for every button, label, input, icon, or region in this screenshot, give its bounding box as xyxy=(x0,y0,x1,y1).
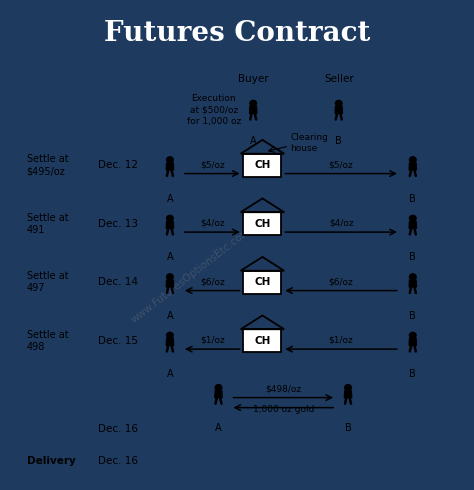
Circle shape xyxy=(215,385,222,391)
Polygon shape xyxy=(166,339,173,345)
Polygon shape xyxy=(345,391,352,398)
Text: Dec. 16: Dec. 16 xyxy=(98,423,138,434)
Text: www.FuturesOptionsEtc.com: www.FuturesOptionsEtc.com xyxy=(129,225,253,325)
Text: Dec. 16: Dec. 16 xyxy=(98,456,138,466)
Text: $498/oz: $498/oz xyxy=(265,385,301,393)
Bar xyxy=(244,271,282,294)
Text: Settle at
498: Settle at 498 xyxy=(27,330,68,352)
Circle shape xyxy=(166,215,173,221)
Polygon shape xyxy=(335,107,342,114)
Text: Buyer: Buyer xyxy=(238,74,268,84)
Text: B: B xyxy=(345,423,351,433)
Text: 1,000 oz gold: 1,000 oz gold xyxy=(253,405,314,414)
Text: Settle at
497: Settle at 497 xyxy=(27,271,68,294)
Circle shape xyxy=(336,100,342,106)
Text: Dec. 14: Dec. 14 xyxy=(98,277,138,287)
Polygon shape xyxy=(215,391,222,398)
Circle shape xyxy=(410,274,416,280)
Text: CH: CH xyxy=(254,336,271,346)
Text: Futures Contract: Futures Contract xyxy=(104,20,370,47)
Polygon shape xyxy=(409,163,417,170)
Text: $1/oz: $1/oz xyxy=(200,336,225,345)
Circle shape xyxy=(250,100,256,106)
Polygon shape xyxy=(166,163,173,170)
Circle shape xyxy=(345,385,351,391)
Polygon shape xyxy=(409,221,417,228)
Text: B: B xyxy=(410,194,416,204)
Bar xyxy=(244,154,282,177)
Text: CH: CH xyxy=(254,277,271,287)
Text: A: A xyxy=(166,369,173,379)
Text: B: B xyxy=(336,136,342,147)
Text: B: B xyxy=(410,252,416,262)
Text: $4/oz: $4/oz xyxy=(200,219,225,228)
Circle shape xyxy=(410,332,416,339)
Circle shape xyxy=(166,332,173,339)
Text: CH: CH xyxy=(254,160,271,170)
Text: A: A xyxy=(250,136,256,147)
Text: Dec. 13: Dec. 13 xyxy=(98,219,138,229)
Text: A: A xyxy=(166,311,173,320)
Text: $6/oz: $6/oz xyxy=(200,277,225,287)
Text: Delivery: Delivery xyxy=(27,456,75,466)
Circle shape xyxy=(166,157,173,163)
Polygon shape xyxy=(249,107,257,114)
Text: $5/oz: $5/oz xyxy=(328,160,354,170)
Text: Clearing
house: Clearing house xyxy=(290,133,328,153)
Text: Seller: Seller xyxy=(324,74,354,84)
Text: Dec. 12: Dec. 12 xyxy=(98,160,138,170)
Text: CH: CH xyxy=(254,219,271,229)
Polygon shape xyxy=(166,221,173,228)
Bar xyxy=(244,329,282,352)
Text: Execution
at $500/oz
for 1,000 oz: Execution at $500/oz for 1,000 oz xyxy=(187,94,241,126)
Polygon shape xyxy=(409,339,417,345)
Text: B: B xyxy=(410,369,416,379)
Text: $5/oz: $5/oz xyxy=(200,160,225,170)
Text: A: A xyxy=(166,252,173,262)
Circle shape xyxy=(166,274,173,280)
Text: Settle at
491: Settle at 491 xyxy=(27,213,68,235)
Polygon shape xyxy=(166,280,173,287)
Polygon shape xyxy=(409,280,417,287)
Text: Settle at
$495/oz: Settle at $495/oz xyxy=(27,154,68,176)
Text: $1/oz: $1/oz xyxy=(328,336,354,345)
Circle shape xyxy=(410,215,416,221)
Text: B: B xyxy=(410,311,416,320)
Text: $4/oz: $4/oz xyxy=(329,219,354,228)
Bar xyxy=(244,212,282,235)
Circle shape xyxy=(410,157,416,163)
Text: A: A xyxy=(166,194,173,204)
Text: Dec. 15: Dec. 15 xyxy=(98,336,138,346)
Text: $6/oz: $6/oz xyxy=(328,277,354,287)
Text: A: A xyxy=(215,423,222,433)
